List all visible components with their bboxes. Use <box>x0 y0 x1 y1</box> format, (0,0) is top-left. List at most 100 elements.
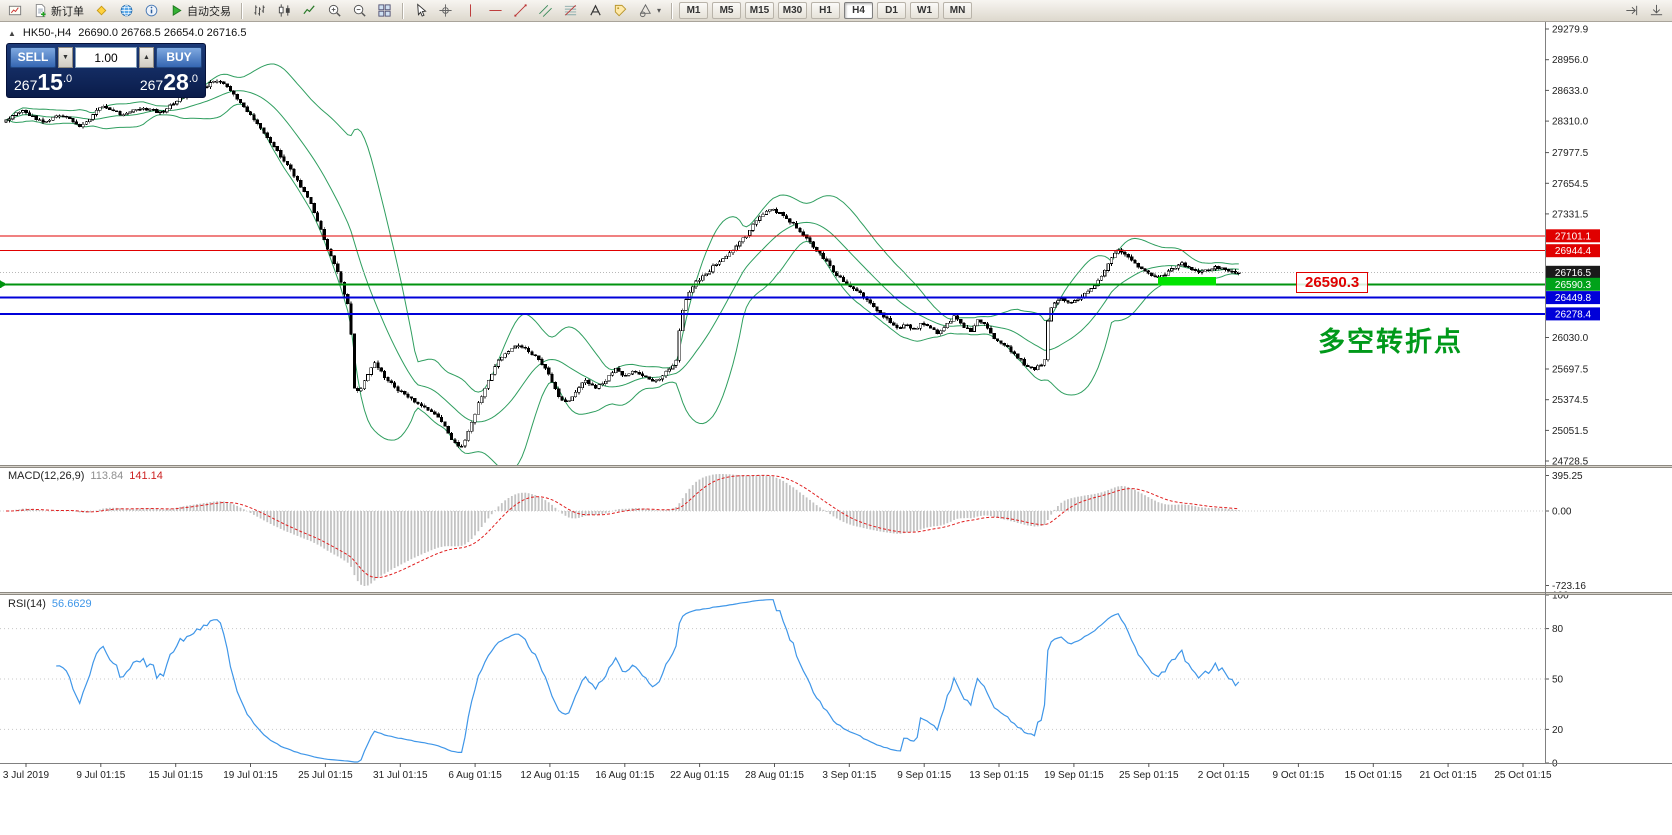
svg-text:2 Oct 01:15: 2 Oct 01:15 <box>1198 770 1250 781</box>
svg-text:15 Jul 01:15: 15 Jul 01:15 <box>148 770 203 781</box>
chart-shift-button[interactable] <box>1620 0 1643 21</box>
timeframe-W1[interactable]: W1 <box>910 2 940 19</box>
shapes-icon <box>638 3 653 18</box>
svg-text:26944.4: 26944.4 <box>1555 246 1592 257</box>
chart-text-annotation[interactable]: 多空转折点 <box>1318 327 1463 357</box>
svg-text:31 Jul 01:15: 31 Jul 01:15 <box>373 770 428 781</box>
sell-price: 267 15.0 <box>14 69 73 95</box>
svg-text:50: 50 <box>1552 675 1564 686</box>
svg-text:27331.5: 27331.5 <box>1552 209 1589 220</box>
buy-button[interactable]: BUY <box>156 47 202 68</box>
svg-text:27977.5: 27977.5 <box>1552 148 1589 159</box>
rsi-name: RSI(14) <box>8 598 46 610</box>
vertical-line-tool-button[interactable] <box>459 0 482 21</box>
svg-text:19 Sep 01:15: 19 Sep 01:15 <box>1044 770 1104 781</box>
macd-signal-value: 141.14 <box>129 470 163 482</box>
play-icon <box>169 3 184 18</box>
ohlc-collapse-icon[interactable]: ▲ <box>8 28 16 38</box>
svg-text:26449.8: 26449.8 <box>1555 293 1592 304</box>
zoom-out-icon <box>352 3 367 18</box>
new-chart-button[interactable] <box>4 0 27 21</box>
timeframe-M30[interactable]: M30 <box>778 2 808 19</box>
timeframe-M15[interactable]: M15 <box>745 2 775 19</box>
price-level-callout[interactable]: 26590.3 <box>1296 272 1369 293</box>
timeframe-D1[interactable]: D1 <box>877 2 907 19</box>
zoom-in-icon <box>327 3 342 18</box>
volume-input[interactable] <box>75 47 137 68</box>
chart-symbol-period: HK50-,H4 <box>22 27 72 39</box>
price-tag <box>1546 229 1600 243</box>
market-watch-button[interactable] <box>115 0 138 21</box>
svg-text:27654.5: 27654.5 <box>1552 179 1589 190</box>
rsi-panel: 1008050200 <box>0 591 1569 770</box>
line-chart-mode-button[interactable] <box>298 0 321 21</box>
timeframe-M1[interactable]: M1 <box>679 2 709 19</box>
equidistant-channel-tool-button[interactable] <box>534 0 557 21</box>
trendline-icon <box>513 3 528 18</box>
timeframe-H4[interactable]: H4 <box>844 2 874 19</box>
candlestick-mode-button[interactable] <box>273 0 296 21</box>
svg-text:19 Jul 01:15: 19 Jul 01:15 <box>223 770 278 781</box>
auto-scroll-button[interactable] <box>1645 0 1668 21</box>
zoom-in-button[interactable] <box>323 0 346 21</box>
svg-text:15 Oct 01:15: 15 Oct 01:15 <box>1345 770 1403 781</box>
timeframe-M5[interactable]: M5 <box>712 2 742 19</box>
tile-windows-button[interactable] <box>373 0 396 21</box>
svg-text:25 Sep 01:15: 25 Sep 01:15 <box>1119 770 1179 781</box>
channel-icon <box>538 3 553 18</box>
tile-icon <box>377 3 392 18</box>
fibonacci-tool-button[interactable] <box>559 0 582 21</box>
bar-chart-mode-button[interactable] <box>248 0 271 21</box>
chart-canvas[interactable]: 395.250.00-723.16100805020029279.928956.… <box>0 22 1672 835</box>
vline-icon <box>463 3 478 18</box>
macd-main-value: 113.84 <box>90 470 124 482</box>
crosshair-tool-button[interactable] <box>434 0 457 21</box>
macd-panel: 395.25 0.00 -723.16 <box>0 471 1586 592</box>
info-icon <box>144 3 159 18</box>
rsi-indicator-label: RSI(14) 56.6629 <box>8 598 92 610</box>
highlight-segment[interactable] <box>1158 277 1216 286</box>
metaeditor-button[interactable] <box>90 0 113 21</box>
new-order-button[interactable]: 新订单 <box>29 0 88 21</box>
text-tool-button[interactable] <box>584 0 607 21</box>
sell-button[interactable]: SELL <box>10 47 56 68</box>
rsi-value: 56.6629 <box>51 598 92 610</box>
svg-text:26278.4: 26278.4 <box>1555 309 1592 320</box>
price-tag <box>1546 277 1600 291</box>
price-axis[interactable]: 29279.9 28956.0 28633.0 28310.0 27977.5 27654… <box>1545 22 1600 763</box>
chart-window: 395.250.00-723.16100805020029279.928956.… <box>0 22 1672 835</box>
cursor-tool-button[interactable] <box>409 0 432 21</box>
svg-text:3 Jul 2019: 3 Jul 2019 <box>3 770 50 781</box>
volume-decrease-button[interactable]: ▼ <box>58 47 73 68</box>
price-tag <box>1546 291 1600 305</box>
panel-separators[interactable] <box>0 465 1672 595</box>
trendline-tool-button[interactable] <box>509 0 532 21</box>
chart-new-icon <box>8 3 23 18</box>
time-axis[interactable]: 3 Jul 2019 9 Jul 01:15 15 Jul 01:15 19 Jul … <box>0 763 1672 781</box>
volume-increase-button[interactable]: ▲ <box>139 47 154 68</box>
svg-text:29279.9: 29279.9 <box>1552 25 1589 36</box>
auto-trading-button[interactable]: 自动交易 <box>165 0 235 21</box>
horizontal-line-tool-button[interactable] <box>484 0 507 21</box>
svg-text:20: 20 <box>1552 725 1564 736</box>
macd-name: MACD(12,26,9) <box>8 470 85 482</box>
text-icon <box>588 3 603 18</box>
svg-text:26590.3: 26590.3 <box>1555 280 1592 291</box>
svg-text:24728.5: 24728.5 <box>1552 457 1589 468</box>
text-label-tool-button[interactable] <box>609 0 632 21</box>
horizontal-levels[interactable] <box>0 235 1545 315</box>
svg-text:13 Sep 01:15: 13 Sep 01:15 <box>969 770 1029 781</box>
toolbar-separator <box>241 2 242 19</box>
new-order-label: 新订单 <box>51 5 84 18</box>
candles-icon <box>277 3 292 18</box>
terminal-info-button[interactable] <box>140 0 163 21</box>
zoom-out-button[interactable] <box>348 0 371 21</box>
arrows-tool-button[interactable]: ▾ <box>634 0 665 21</box>
timeframe-H1[interactable]: H1 <box>811 2 841 19</box>
svg-text:12 Aug 01:15: 12 Aug 01:15 <box>520 770 579 781</box>
timeframe-MN[interactable]: MN <box>943 2 973 19</box>
svg-text:25697.5: 25697.5 <box>1552 365 1589 376</box>
svg-text:16 Aug 01:15: 16 Aug 01:15 <box>595 770 654 781</box>
svg-text:28 Aug 01:15: 28 Aug 01:15 <box>745 770 804 781</box>
